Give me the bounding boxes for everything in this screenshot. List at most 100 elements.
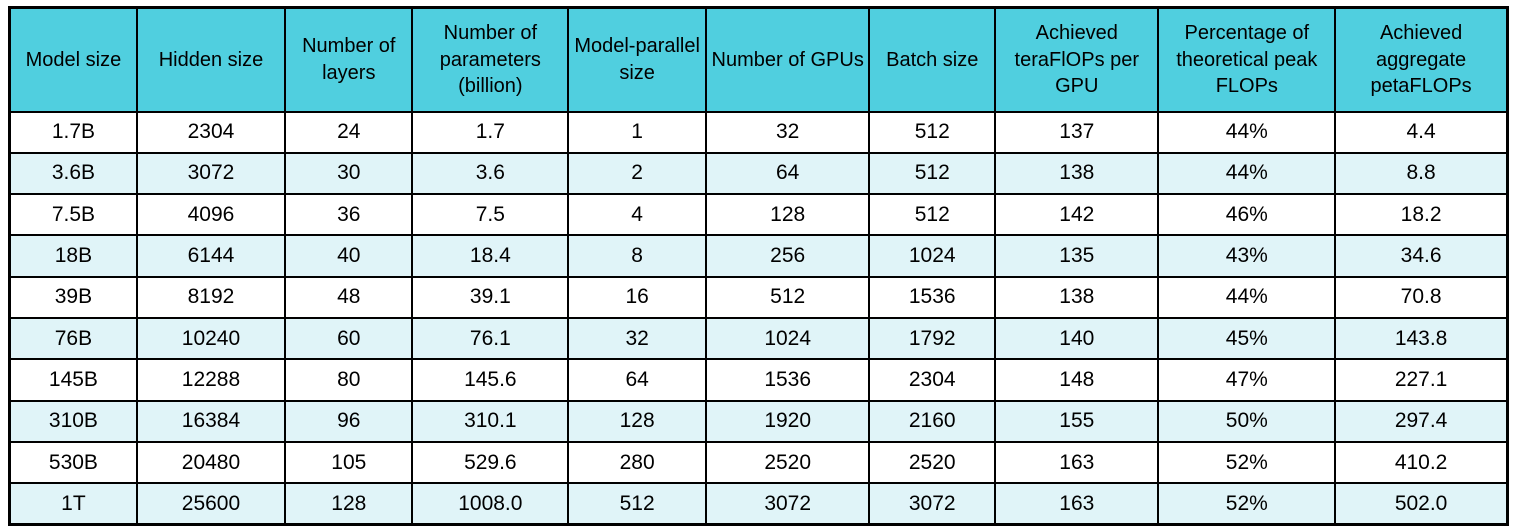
table-cell: 512	[705, 275, 871, 319]
table-cell: 52%	[1157, 440, 1337, 485]
table-cell: 44%	[1157, 110, 1337, 154]
table-cell: 32	[705, 110, 871, 154]
column-header: Model size	[8, 6, 138, 113]
table-cell: 76B	[8, 316, 138, 361]
table-cell: 530B	[8, 440, 138, 485]
table-cell: 8	[567, 234, 708, 278]
table-cell: 1008.0	[411, 482, 570, 526]
table-cell: 7.5B	[8, 193, 138, 237]
table-cell: 410.2	[1334, 440, 1509, 485]
table-row: 1T 25600 128 1008.0 512 3072 3072 163 52% 502.0	[8, 482, 1509, 526]
table-cell: 25600	[135, 482, 287, 526]
table-cell: 50%	[1157, 399, 1337, 443]
table-cell: 145B	[8, 358, 138, 402]
table-cell: 34.6	[1334, 234, 1509, 278]
table-cell: 2520	[705, 440, 871, 485]
table-cell: 3072	[705, 482, 871, 526]
table-cell: 297.4	[1334, 399, 1509, 443]
table-cell: 4096	[135, 193, 287, 237]
table-row: 1.7B 2304 24 1.7 1 32 512 137 44% 4.4	[8, 110, 1509, 154]
column-header: Number of GPUs	[705, 6, 871, 113]
table-cell: 64	[705, 151, 871, 196]
table-cell: 46%	[1157, 193, 1337, 237]
table-cell: 6144	[135, 234, 287, 278]
table-cell: 138	[994, 151, 1160, 196]
table-row: 145B 12288 80 145.6 64 1536 2304 148 47% 227.1	[8, 358, 1509, 402]
table-cell: 24	[284, 110, 414, 154]
table-cell: 128	[284, 482, 414, 526]
model-scaling-results-table: Model size Hidden size Number of layers Num…	[8, 6, 1509, 526]
table-cell: 3.6B	[8, 151, 138, 196]
table-cell: 155	[994, 399, 1160, 443]
table-cell: 280	[567, 440, 708, 485]
table-cell: 70.8	[1334, 275, 1509, 319]
table-cell: 256	[705, 234, 871, 278]
table-cell: 138	[994, 275, 1160, 319]
table-cell: 1536	[868, 275, 997, 319]
column-header: Model-parallel size	[567, 6, 708, 113]
column-header: Achieved teraFlOPs per GPU	[994, 6, 1160, 113]
column-header: Number of parameters (billion)	[411, 6, 570, 113]
table-cell: 52%	[1157, 482, 1337, 526]
table-cell: 64	[567, 358, 708, 402]
table-cell: 2	[567, 151, 708, 196]
column-header: Number of layers	[284, 6, 414, 113]
table-cell: 36	[284, 193, 414, 237]
table-cell: 512	[868, 193, 997, 237]
table-cell: 60	[284, 316, 414, 361]
column-header: Batch size	[868, 6, 997, 113]
table-row: 3.6B 3072 30 3.6 2 64 512 138 44% 8.8	[8, 151, 1509, 196]
table-cell: 7.5	[411, 193, 570, 237]
table-cell: 227.1	[1334, 358, 1509, 402]
table-cell: 39B	[8, 275, 138, 319]
table-cell: 2160	[868, 399, 997, 443]
table-cell: 1T	[8, 482, 138, 526]
table-row: 39B 8192 48 39.1 16 512 1536 138 44% 70.8	[8, 275, 1509, 319]
table-cell: 1792	[868, 316, 997, 361]
table-cell: 76.1	[411, 316, 570, 361]
table-cell: 39.1	[411, 275, 570, 319]
table-cell: 44%	[1157, 275, 1337, 319]
table-cell: 4	[567, 193, 708, 237]
table-cell: 45%	[1157, 316, 1337, 361]
table-cell: 1536	[705, 358, 871, 402]
table-cell: 16	[567, 275, 708, 319]
table-cell: 18.2	[1334, 193, 1509, 237]
table-cell: 128	[705, 193, 871, 237]
table-cell: 512	[868, 110, 997, 154]
table-cell: 32	[567, 316, 708, 361]
table-cell: 128	[567, 399, 708, 443]
table-cell: 16384	[135, 399, 287, 443]
table-cell: 310B	[8, 399, 138, 443]
table-cell: 529.6	[411, 440, 570, 485]
column-header: Achieved aggregate petaFLOPs	[1334, 6, 1509, 113]
table-row: 7.5B 4096 36 7.5 4 128 512 142 46% 18.2	[8, 193, 1509, 237]
table-row: 310B 16384 96 310.1 128 1920 2160 155 50% 297.4	[8, 399, 1509, 443]
table-cell: 1	[567, 110, 708, 154]
table-row: 76B 10240 60 76.1 32 1024 1792 140 45% 143.8	[8, 316, 1509, 361]
table-cell: 142	[994, 193, 1160, 237]
table-cell: 3072	[135, 151, 287, 196]
table-cell: 310.1	[411, 399, 570, 443]
table-cell: 12288	[135, 358, 287, 402]
table-cell: 105	[284, 440, 414, 485]
table-cell: 10240	[135, 316, 287, 361]
table-cell: 1024	[705, 316, 871, 361]
table-cell: 1024	[868, 234, 997, 278]
table-cell: 502.0	[1334, 482, 1509, 526]
table-cell: 8192	[135, 275, 287, 319]
table-cell: 512	[567, 482, 708, 526]
table-cell: 8.8	[1334, 151, 1509, 196]
table-cell: 140	[994, 316, 1160, 361]
table-cell: 80	[284, 358, 414, 402]
table-cell: 163	[994, 440, 1160, 485]
table-cell: 18B	[8, 234, 138, 278]
table-cell: 137	[994, 110, 1160, 154]
table-cell: 163	[994, 482, 1160, 526]
column-header: Percentage of theoretical peak FLOPs	[1157, 6, 1337, 113]
table-cell: 48	[284, 275, 414, 319]
header-row: Model size Hidden size Number of layers Num…	[8, 6, 1509, 113]
table-cell: 2304	[868, 358, 997, 402]
table-cell: 143.8	[1334, 316, 1509, 361]
table-cell: 40	[284, 234, 414, 278]
